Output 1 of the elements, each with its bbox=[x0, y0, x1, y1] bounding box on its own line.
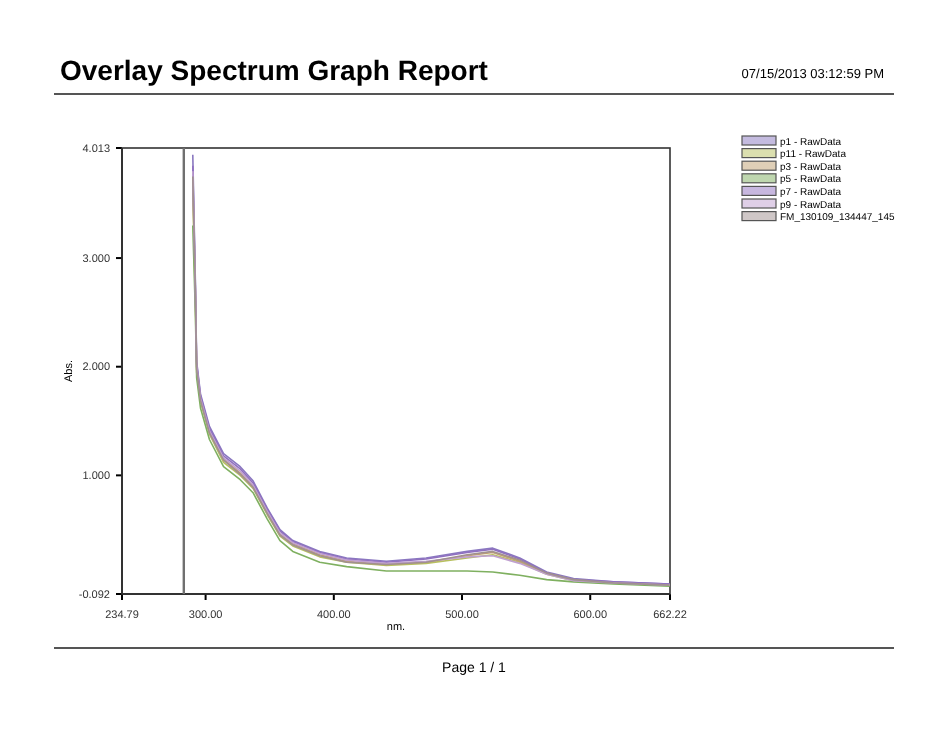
chart-title: Overlay Spectrum Graph Report bbox=[60, 54, 489, 86]
